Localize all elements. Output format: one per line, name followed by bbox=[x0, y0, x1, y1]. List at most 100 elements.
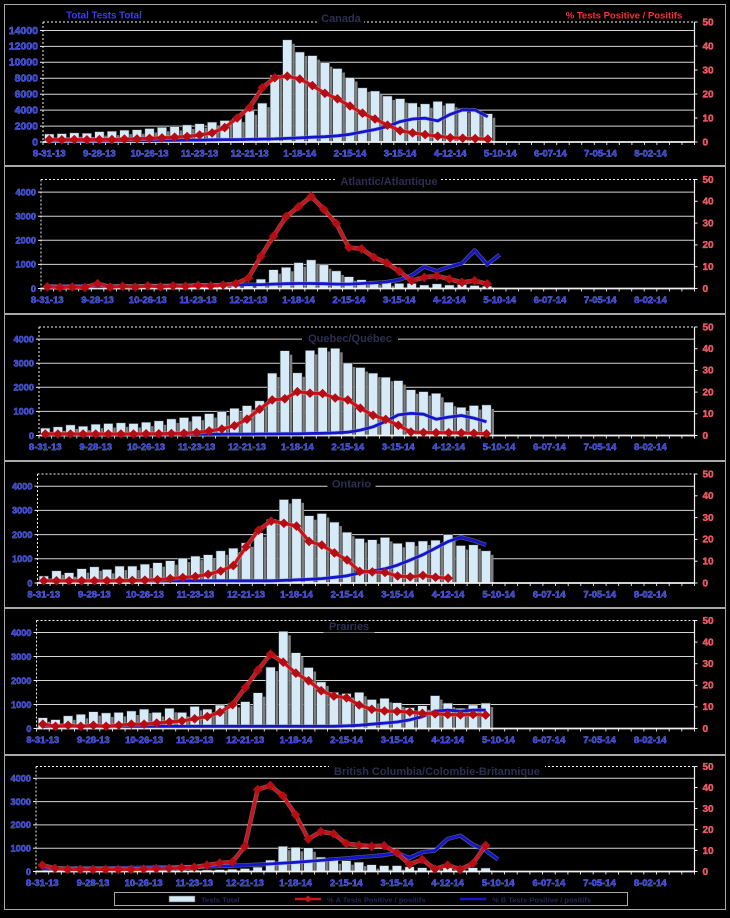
svg-text:2-15-14: 2-15-14 bbox=[331, 590, 364, 601]
svg-text:8-02-14: 8-02-14 bbox=[634, 590, 667, 601]
svg-text:4000: 4000 bbox=[14, 334, 34, 344]
svg-text:30: 30 bbox=[703, 366, 715, 377]
svg-text:4-12-14: 4-12-14 bbox=[432, 442, 465, 453]
svg-text:10: 10 bbox=[703, 557, 715, 568]
svg-text:3000: 3000 bbox=[16, 212, 36, 222]
svg-text:5-10-14: 5-10-14 bbox=[483, 442, 516, 453]
svg-text:Total Tests Total: Total Tests Total bbox=[66, 11, 142, 22]
svg-text:11-23-13: 11-23-13 bbox=[179, 295, 217, 306]
svg-text:0: 0 bbox=[26, 867, 31, 877]
svg-text:4-12-14: 4-12-14 bbox=[432, 590, 465, 601]
svg-text:8-31-13: 8-31-13 bbox=[31, 295, 64, 306]
svg-text:20: 20 bbox=[703, 387, 715, 398]
svg-text:8000: 8000 bbox=[15, 73, 39, 85]
svg-text:9-28-13: 9-28-13 bbox=[78, 590, 111, 601]
svg-text:50: 50 bbox=[703, 17, 715, 28]
svg-text:40: 40 bbox=[703, 344, 715, 355]
svg-text:% Tests Positive / Positifs: % Tests Positive / Positifs bbox=[566, 11, 683, 22]
svg-text:0: 0 bbox=[703, 724, 709, 735]
svg-text:8-31-13: 8-31-13 bbox=[26, 878, 59, 889]
svg-text:8-31-13: 8-31-13 bbox=[26, 735, 59, 746]
svg-text:4000: 4000 bbox=[12, 482, 32, 492]
svg-text:10-26-13: 10-26-13 bbox=[127, 442, 165, 453]
svg-text:50: 50 bbox=[703, 175, 715, 186]
svg-text:2-15-14: 2-15-14 bbox=[331, 442, 364, 453]
svg-text:11-23-13: 11-23-13 bbox=[176, 735, 214, 746]
svg-text:2000: 2000 bbox=[12, 530, 32, 540]
svg-text:0: 0 bbox=[32, 136, 38, 148]
svg-text:10-26-13: 10-26-13 bbox=[129, 295, 167, 306]
svg-text:2000: 2000 bbox=[16, 236, 36, 246]
svg-text:3-15-14: 3-15-14 bbox=[383, 295, 416, 306]
svg-text:8-02-14: 8-02-14 bbox=[634, 878, 667, 889]
svg-text:11-23-13: 11-23-13 bbox=[181, 149, 219, 160]
svg-text:1000: 1000 bbox=[14, 407, 34, 417]
svg-text:% B Tests Positive / positifs: % B Tests Positive / positifs bbox=[492, 896, 591, 905]
svg-text:12000: 12000 bbox=[9, 41, 38, 53]
svg-text:3-15-14: 3-15-14 bbox=[384, 149, 417, 160]
svg-text:50: 50 bbox=[703, 469, 715, 480]
svg-text:12-21-13: 12-21-13 bbox=[227, 590, 265, 601]
svg-text:30: 30 bbox=[703, 65, 715, 76]
svg-text:0: 0 bbox=[27, 578, 32, 588]
svg-text:1000: 1000 bbox=[16, 260, 36, 270]
svg-text:5-10-14: 5-10-14 bbox=[484, 149, 517, 160]
svg-text:9-28-13: 9-28-13 bbox=[81, 295, 114, 306]
svg-text:0: 0 bbox=[703, 431, 709, 442]
svg-text:50: 50 bbox=[703, 322, 715, 333]
svg-text:10: 10 bbox=[703, 113, 715, 124]
svg-text:30: 30 bbox=[703, 513, 715, 524]
svg-text:Tests Total: Tests Total bbox=[201, 896, 239, 905]
svg-text:Prairies: Prairies bbox=[329, 621, 369, 633]
svg-text:12-21-13: 12-21-13 bbox=[226, 878, 264, 889]
svg-text:1-18-14: 1-18-14 bbox=[282, 295, 315, 306]
svg-text:40: 40 bbox=[703, 197, 715, 208]
svg-text:3000: 3000 bbox=[11, 797, 31, 807]
svg-text:10-26-13: 10-26-13 bbox=[130, 149, 168, 160]
svg-text:Atlantic/Atlantique: Atlantic/Atlantique bbox=[340, 176, 437, 188]
svg-text:4000: 4000 bbox=[11, 628, 31, 638]
svg-text:20: 20 bbox=[703, 240, 715, 251]
svg-text:10: 10 bbox=[703, 702, 715, 713]
svg-text:2000: 2000 bbox=[14, 383, 34, 393]
svg-text:30: 30 bbox=[703, 659, 715, 670]
svg-text:4000: 4000 bbox=[15, 104, 39, 116]
svg-text:50: 50 bbox=[703, 616, 715, 627]
svg-text:30: 30 bbox=[703, 218, 715, 229]
svg-text:0: 0 bbox=[703, 137, 709, 148]
svg-text:1-18-14: 1-18-14 bbox=[279, 878, 312, 889]
svg-text:40: 40 bbox=[703, 637, 715, 648]
svg-text:11-23-13: 11-23-13 bbox=[178, 442, 216, 453]
svg-text:40: 40 bbox=[703, 491, 715, 502]
svg-text:British Columbia/Colombie-Brit: British Columbia/Colombie-Britannique bbox=[334, 766, 540, 778]
svg-text:Canada: Canada bbox=[321, 13, 362, 25]
svg-text:50: 50 bbox=[703, 762, 715, 773]
svg-text:30: 30 bbox=[703, 804, 715, 815]
svg-text:12-21-13: 12-21-13 bbox=[226, 735, 264, 746]
svg-text:1000: 1000 bbox=[12, 554, 32, 564]
svg-text:Ontario: Ontario bbox=[332, 479, 371, 491]
svg-text:10: 10 bbox=[703, 262, 715, 273]
svg-text:7-05-14: 7-05-14 bbox=[583, 878, 616, 889]
svg-text:8-31-13: 8-31-13 bbox=[27, 590, 60, 601]
svg-text:20: 20 bbox=[703, 825, 715, 836]
svg-text:4-12-14: 4-12-14 bbox=[433, 295, 466, 306]
svg-text:3000: 3000 bbox=[12, 506, 32, 516]
svg-text:1-18-14: 1-18-14 bbox=[283, 149, 316, 160]
svg-text:12-21-13: 12-21-13 bbox=[231, 149, 269, 160]
svg-text:7-05-14: 7-05-14 bbox=[583, 735, 616, 746]
svg-text:2-15-14: 2-15-14 bbox=[333, 295, 366, 306]
svg-text:1-18-14: 1-18-14 bbox=[280, 735, 313, 746]
svg-text:9-28-13: 9-28-13 bbox=[79, 442, 112, 453]
svg-text:3-15-14: 3-15-14 bbox=[382, 442, 415, 453]
svg-text:6-07-14: 6-07-14 bbox=[534, 149, 567, 160]
svg-text:8-31-13: 8-31-13 bbox=[33, 149, 66, 160]
svg-text:2000: 2000 bbox=[11, 820, 31, 830]
svg-text:20: 20 bbox=[703, 535, 715, 546]
svg-text:7-05-14: 7-05-14 bbox=[583, 590, 616, 601]
svg-text:9-28-13: 9-28-13 bbox=[77, 878, 110, 889]
svg-text:4-12-14: 4-12-14 bbox=[431, 878, 464, 889]
svg-text:6-07-14: 6-07-14 bbox=[533, 735, 566, 746]
svg-text:9-28-13: 9-28-13 bbox=[77, 735, 110, 746]
svg-text:6-07-14: 6-07-14 bbox=[533, 442, 566, 453]
